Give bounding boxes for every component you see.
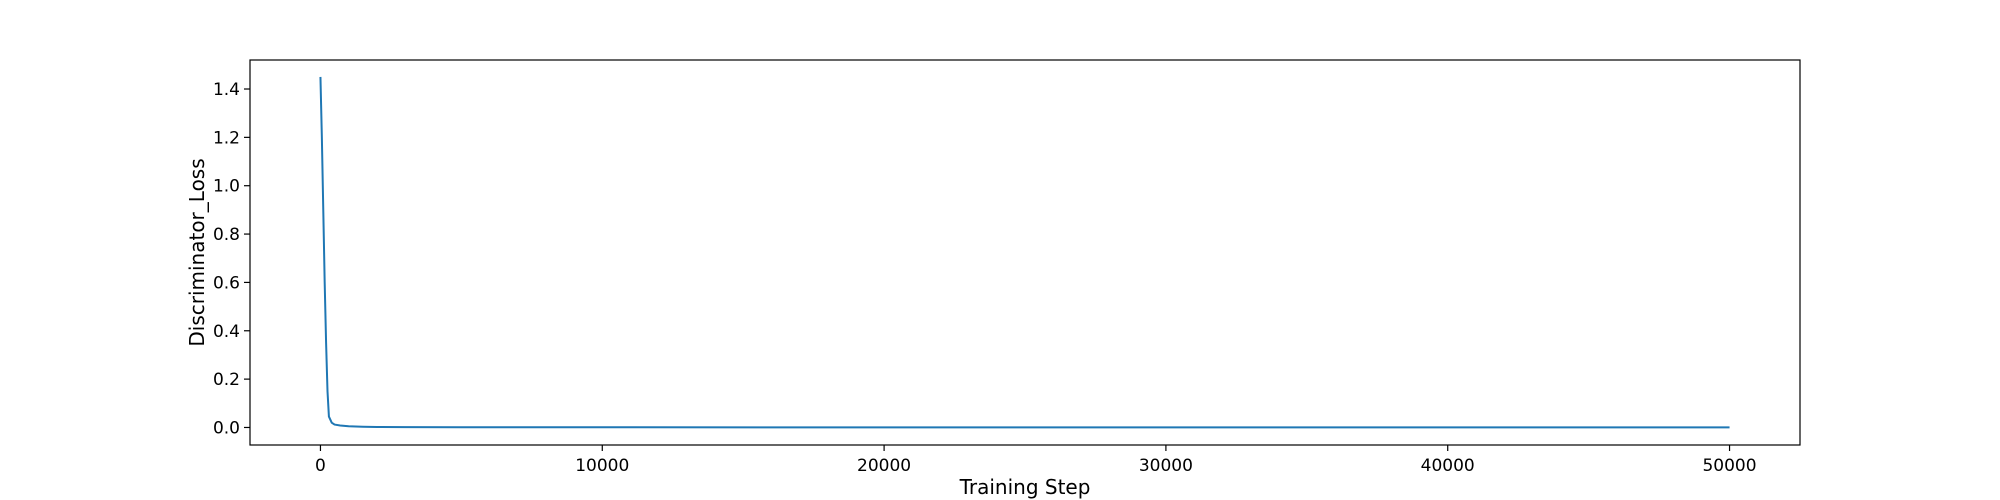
y-axis: 0.0 0.2 0.4 0.6 0.8 1.0 1.2 1.4 xyxy=(213,80,250,438)
series-line xyxy=(319,76,1730,429)
x-tick-label: 30000 xyxy=(1139,456,1193,476)
y-tick-label: 0.4 xyxy=(213,322,240,342)
y-tick-label: 0.6 xyxy=(213,273,240,293)
x-axis-label: Training Step xyxy=(959,475,1091,499)
x-tick-label: 10000 xyxy=(575,456,629,476)
plot-area xyxy=(249,59,1801,446)
y-tick-label: 1.4 xyxy=(213,80,240,100)
y-axis-label: Discriminator_Loss xyxy=(185,158,209,346)
x-axis: 0 10000 20000 30000 40000 50000 xyxy=(315,445,1757,476)
y-tick-label: 1.2 xyxy=(213,128,240,148)
x-tick-label: 0 xyxy=(315,456,326,476)
x-tick-label: 20000 xyxy=(857,456,911,476)
y-tick-label: 0.2 xyxy=(213,370,240,390)
x-tick-label: 40000 xyxy=(1421,456,1475,476)
y-tick-label: 1.0 xyxy=(213,177,240,197)
y-tick-label: 0.0 xyxy=(213,418,240,438)
y-tick-label: 0.8 xyxy=(213,225,240,245)
x-tick-label: 50000 xyxy=(1702,456,1756,476)
series-layer xyxy=(319,76,1730,429)
